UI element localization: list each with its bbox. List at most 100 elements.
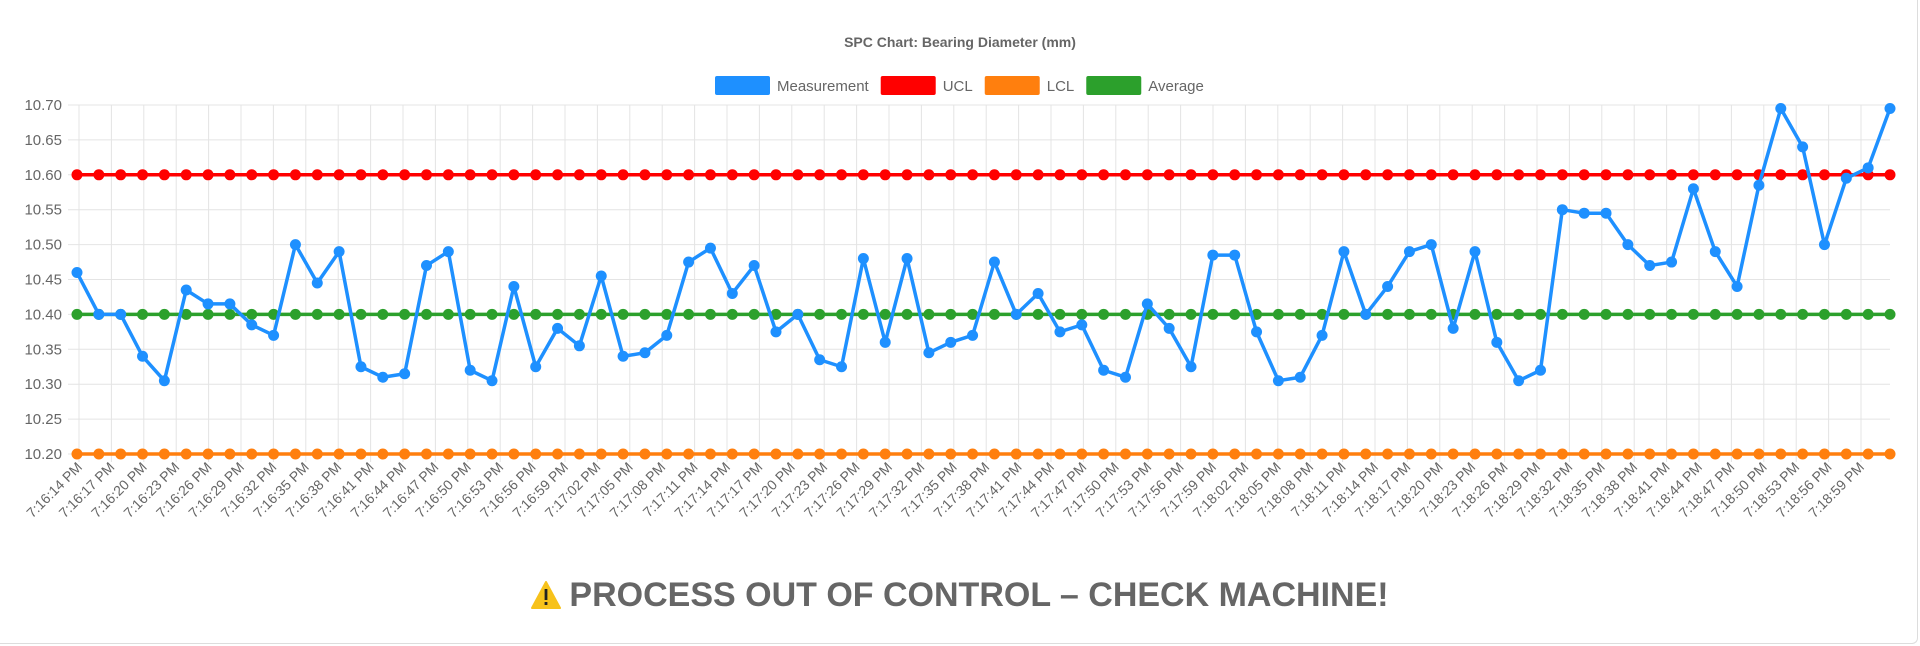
average-point [137,308,149,320]
lcl-point [1535,448,1547,460]
alert-text: PROCESS OUT OF CONTROL – CHECK MACHINE! [569,576,1389,614]
lcl-point [115,448,127,460]
average-point [1578,308,1590,320]
measurement-point [268,329,280,341]
average-point [1644,308,1656,320]
lcl-point [1469,448,1481,460]
measurement-point [836,361,848,373]
measurement-point [552,322,564,334]
lcl-point [617,448,629,460]
measurement-point [1425,239,1437,251]
average-point [1425,308,1437,320]
measurement-point [442,246,454,258]
ucl-point [1469,169,1481,181]
lcl-point [1578,448,1590,460]
ucl-point [1403,169,1415,181]
measurement-point [1600,207,1612,219]
lcl-point [1076,448,1088,460]
ucl-point [1687,169,1699,181]
legend: Measurement UCL LCL Average [715,76,1204,95]
lcl-point [923,448,935,460]
measurement-point [1251,326,1263,338]
ucl-point [1491,169,1503,181]
lcl-point [1687,448,1699,460]
average-point [1687,308,1699,320]
ucl-point [1338,169,1350,181]
ucl-point [530,169,542,181]
y-tick-label: 10.20 [24,446,62,463]
alert-banner: PROCESS OUT OF CONTROL – CHECK MACHINE! [0,576,1920,618]
measurement-point [1338,246,1350,258]
y-tick-label: 10.55 [24,202,62,219]
average-point [246,308,258,320]
average-point [1884,308,1896,320]
measurement-point [1294,371,1306,383]
legend-swatch-lcl [984,76,1040,95]
measurement-point [137,350,149,362]
average-point [311,308,323,320]
measurement-point [857,253,869,265]
spc-chart: SPC Chart: Bearing Diameter (mm) Measure… [23,34,1896,521]
measurement-point [1382,280,1394,292]
lcl-point [1207,448,1219,460]
measurement-point [573,340,585,352]
ucl-point [93,169,105,181]
measurement-point [420,260,432,272]
lcl-point [442,448,454,460]
legend-swatch-ucl [880,76,936,95]
legend-label-measurement: Measurement [777,78,870,95]
measurement-point [1797,141,1809,153]
ucl-point [1447,169,1459,181]
measurement-point [530,361,542,373]
measurement-point [1403,246,1415,258]
average-point [836,308,848,320]
ucl-point [442,169,454,181]
average-point [1272,308,1284,320]
y-tick-label: 10.25 [24,411,62,428]
legend-label-average: Average [1148,78,1204,95]
lcl-point [464,448,476,460]
average-point [945,308,957,320]
measurement-point [770,326,782,338]
y-tick-label: 10.40 [24,306,62,323]
average-point [1513,308,1525,320]
measurement-point [901,253,913,265]
lcl-point [748,448,760,460]
measurement-point [1862,162,1874,174]
lcl-point [1229,448,1241,460]
measurement-point [1316,329,1328,341]
y-tick-label: 10.65 [24,132,62,149]
average-point [1382,308,1394,320]
lcl-point [1403,448,1415,460]
ucl-point [71,169,83,181]
lcl-point [792,448,804,460]
average-point [1338,308,1350,320]
lcl-point [1294,448,1306,460]
measurement-point [1731,280,1743,292]
y-axis: 10.70 10.65 10.60 10.55 10.50 10.45 10.40 10.35… [24,97,62,463]
ucl-point [1272,169,1284,181]
ucl-point [180,169,192,181]
lcl-point [1163,448,1175,460]
lcl-point [836,448,848,460]
ucl-point [420,169,432,181]
lcl-point [246,448,258,460]
ucl-point [202,169,214,181]
average-point [1491,308,1503,320]
average-point [508,308,520,320]
lcl-point [1840,448,1852,460]
average-point [770,308,782,320]
measurement-point [1644,260,1656,272]
ucl-point [1229,169,1241,181]
ucl-point [836,169,848,181]
ucl-point [704,169,716,181]
average-point [1600,308,1612,320]
lcl-point [552,448,564,460]
lcl-point [814,448,826,460]
ucl-point [1382,169,1394,181]
ucl-point [1666,169,1678,181]
ucl-point [1535,169,1547,181]
lcl-point [595,448,607,460]
average-point [879,308,891,320]
average-point [573,308,585,320]
